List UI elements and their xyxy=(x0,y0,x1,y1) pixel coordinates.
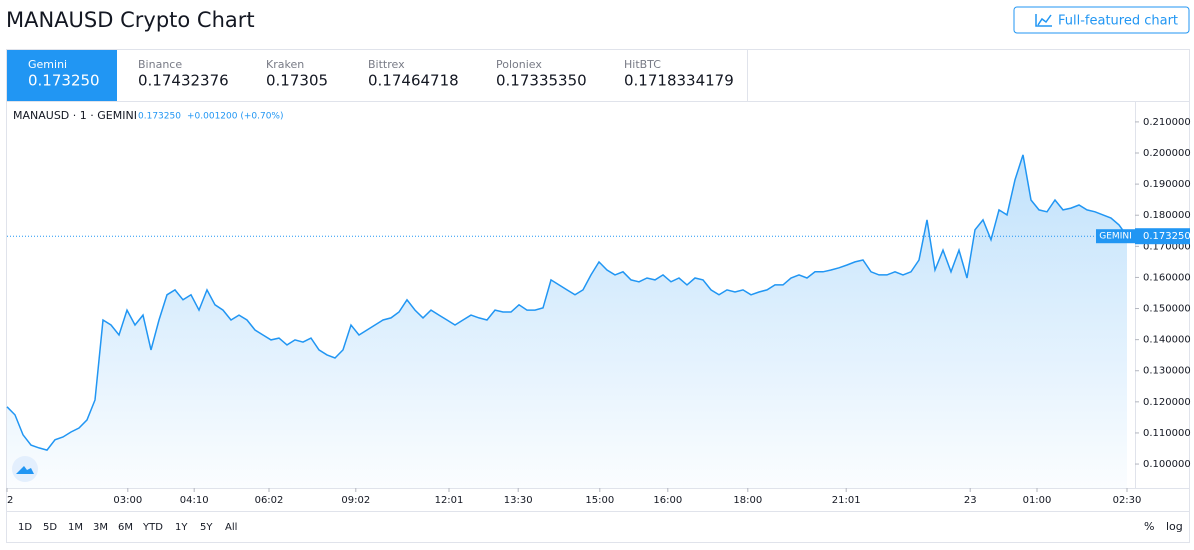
legend-price: 0.173250 xyxy=(138,112,181,122)
exchange-tab[interactable] xyxy=(117,50,245,101)
chart-icon xyxy=(1035,14,1052,27)
y-tick-label: 0.110000 xyxy=(1143,428,1191,439)
last-price-bg xyxy=(1135,228,1190,245)
y-tick-label: 0.150000 xyxy=(1143,304,1191,315)
full-chart-button[interactable] xyxy=(1013,6,1190,34)
scale-button[interactable]: % xyxy=(1144,520,1154,533)
x-tick-label: 03:00 xyxy=(113,495,142,506)
x-tick-label: 01:00 xyxy=(1023,495,1052,506)
price-line xyxy=(6,154,1128,451)
y-tick-label: 0.170000 xyxy=(1143,241,1191,252)
widget-frame xyxy=(6,49,1190,543)
exchange-tab[interactable] xyxy=(475,50,603,101)
x-tick-label: 12:01 xyxy=(435,495,464,506)
y-tick-label: 0.120000 xyxy=(1143,397,1191,408)
legend-symbol: MANAUSD · 1 · GEMINI xyxy=(13,109,137,122)
x-tick-label: 18:00 xyxy=(733,495,762,506)
exchange-price: 0.17335350 xyxy=(496,72,587,90)
exchange-price: 0.17432376 xyxy=(138,72,229,90)
exchange-name: HitBTC xyxy=(624,58,661,71)
x-tick-label: 16:00 xyxy=(653,495,682,506)
scale-button[interactable]: log xyxy=(1166,520,1183,533)
y-tick-label: 0.200000 xyxy=(1143,148,1191,159)
x-tick-label: 02:30 xyxy=(1113,495,1142,506)
range-button[interactable]: 1M xyxy=(68,522,83,533)
y-tick-label: 0.160000 xyxy=(1143,272,1191,283)
exchange-name: Binance xyxy=(138,58,182,71)
x-tick-label: 04:10 xyxy=(180,495,209,506)
legend-change: +0.001200 (+0.70%) xyxy=(187,112,284,122)
x-tick-label: 09:02 xyxy=(341,495,370,506)
exchange-tag: GEMINI xyxy=(1099,232,1131,242)
x-tick-label: 15:00 xyxy=(585,495,614,506)
exchange-tag-bg xyxy=(1096,229,1135,244)
y-tick-label: 0.180000 xyxy=(1143,210,1191,221)
range-button[interactable]: 1D xyxy=(18,522,32,533)
exchange-name: Kraken xyxy=(266,58,304,71)
exchange-tab[interactable] xyxy=(347,50,475,101)
exchange-price: 0.17305 xyxy=(266,72,328,90)
y-tick-label: 0.210000 xyxy=(1143,117,1191,128)
y-tick-label: 0.100000 xyxy=(1143,459,1191,470)
exchange-tab[interactable] xyxy=(245,50,347,101)
x-tick-label: 21:01 xyxy=(832,495,861,506)
full-chart-label: Full-featured chart xyxy=(1058,14,1178,29)
x-tick-label: 06:02 xyxy=(255,495,284,506)
range-button[interactable]: All xyxy=(225,522,237,533)
area xyxy=(7,154,1127,488)
x-tick-label: 2 xyxy=(7,495,13,506)
exchange-name: Bittrex xyxy=(368,58,405,71)
x-tick-label: 23 xyxy=(964,495,977,506)
x-tick-label: 13:30 xyxy=(504,495,533,506)
range-button[interactable]: 3M xyxy=(93,522,108,533)
range-button[interactable]: 6M xyxy=(118,522,133,533)
exchange-name: Poloniex xyxy=(496,58,542,71)
page-title: MANAUSD Crypto Chart xyxy=(6,8,255,32)
range-button[interactable]: 5Y xyxy=(200,522,213,533)
range-button[interactable]: 1Y xyxy=(175,522,188,533)
y-tick-label: 0.190000 xyxy=(1143,179,1191,190)
range-button[interactable]: 5D xyxy=(43,522,57,533)
y-tick-label: 0.140000 xyxy=(1143,335,1191,346)
exchange-tab[interactable] xyxy=(7,50,117,101)
last-price-label: 0.173250 xyxy=(1143,231,1191,242)
exchange-price: 0.1718334179 xyxy=(624,72,734,90)
exchange-price: 0.173250 xyxy=(28,72,100,90)
exchange-tab[interactable] xyxy=(603,50,747,101)
exchange-price: 0.17464718 xyxy=(368,72,459,90)
y-tick-label: 0.130000 xyxy=(1143,366,1191,377)
logo-icon xyxy=(16,466,34,474)
exchange-name: Gemini xyxy=(28,58,67,71)
range-button[interactable]: YTD xyxy=(142,522,163,533)
